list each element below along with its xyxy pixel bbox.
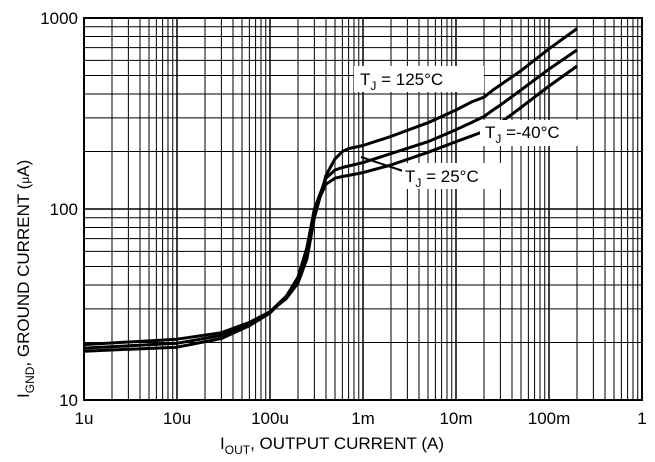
annotation-25: TJ = 25°C (405, 167, 479, 190)
x-tick-label: 10u (163, 409, 191, 428)
series-lines (83, 27, 578, 353)
annotation-bg-m40 (480, 120, 590, 146)
y-tick-labels: 10 100 1000 (40, 9, 78, 410)
y-tick-label: 10 (59, 391, 78, 410)
x-tick-label: 100m (528, 409, 571, 428)
plot-frame (83, 17, 643, 401)
y-tick-label: 100 (50, 200, 78, 219)
annotation-bg-25 (402, 163, 504, 189)
y-axis-label: IGND, GROUND CURRENT (μA) (14, 160, 37, 398)
x-axis-label: IOUT, OUTPUT CURRENT (A) (220, 434, 444, 457)
annotation-25-leader (360, 156, 407, 173)
annotation-125: TJ = 125°C (360, 70, 443, 93)
x-tick-label: 10m (439, 409, 472, 428)
series-line-1 (83, 48, 578, 350)
annotation-minus40: TJ =-40°C (485, 123, 560, 146)
annotation-bg-125 (354, 66, 484, 92)
x-tick-label: 100u (251, 409, 289, 428)
y-tick-label: 1000 (40, 9, 78, 28)
grid (83, 18, 642, 401)
x-tick-label: 1 (637, 409, 646, 428)
x-tick-label: 1m (351, 409, 375, 428)
x-tick-labels: 1u 10u 100u 1m 10m 100m 1 (75, 409, 647, 428)
x-tick-label: 1u (75, 409, 94, 428)
